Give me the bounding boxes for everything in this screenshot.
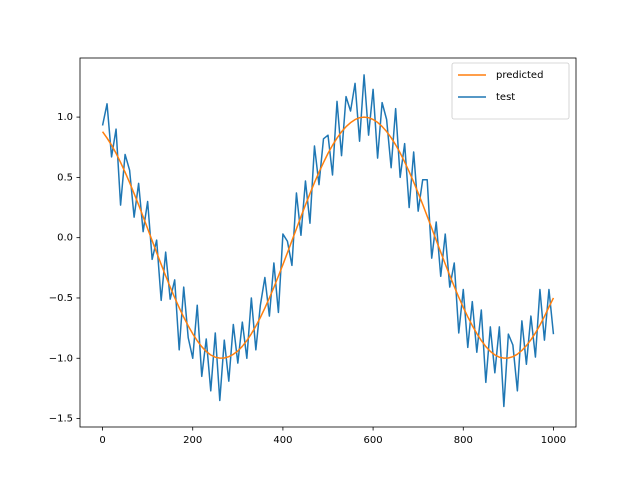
series-line xyxy=(101,74,555,408)
y-tick-label: −1.5 xyxy=(49,414,73,425)
y-tick-label: −1.0 xyxy=(49,353,73,364)
y-tick-label: 0.0 xyxy=(57,233,73,244)
x-tick-label: 0 xyxy=(99,435,105,446)
x-tick-label: 800 xyxy=(454,435,473,446)
x-tick-label: 600 xyxy=(364,435,383,446)
y-tick-label: −0.5 xyxy=(49,293,73,304)
x-tick-label: 400 xyxy=(273,435,292,446)
plot-area xyxy=(101,74,555,408)
y-tick-label: 0.5 xyxy=(57,172,73,183)
x-tick-label: 200 xyxy=(183,435,202,446)
legend-label: predicted xyxy=(496,70,543,81)
x-tick-label: 1000 xyxy=(541,435,566,446)
legend-box xyxy=(451,62,570,120)
y-tick-label: 1.0 xyxy=(57,112,73,123)
series-line xyxy=(101,116,555,359)
legend-label: test xyxy=(496,92,515,103)
axes-frame xyxy=(79,57,577,428)
